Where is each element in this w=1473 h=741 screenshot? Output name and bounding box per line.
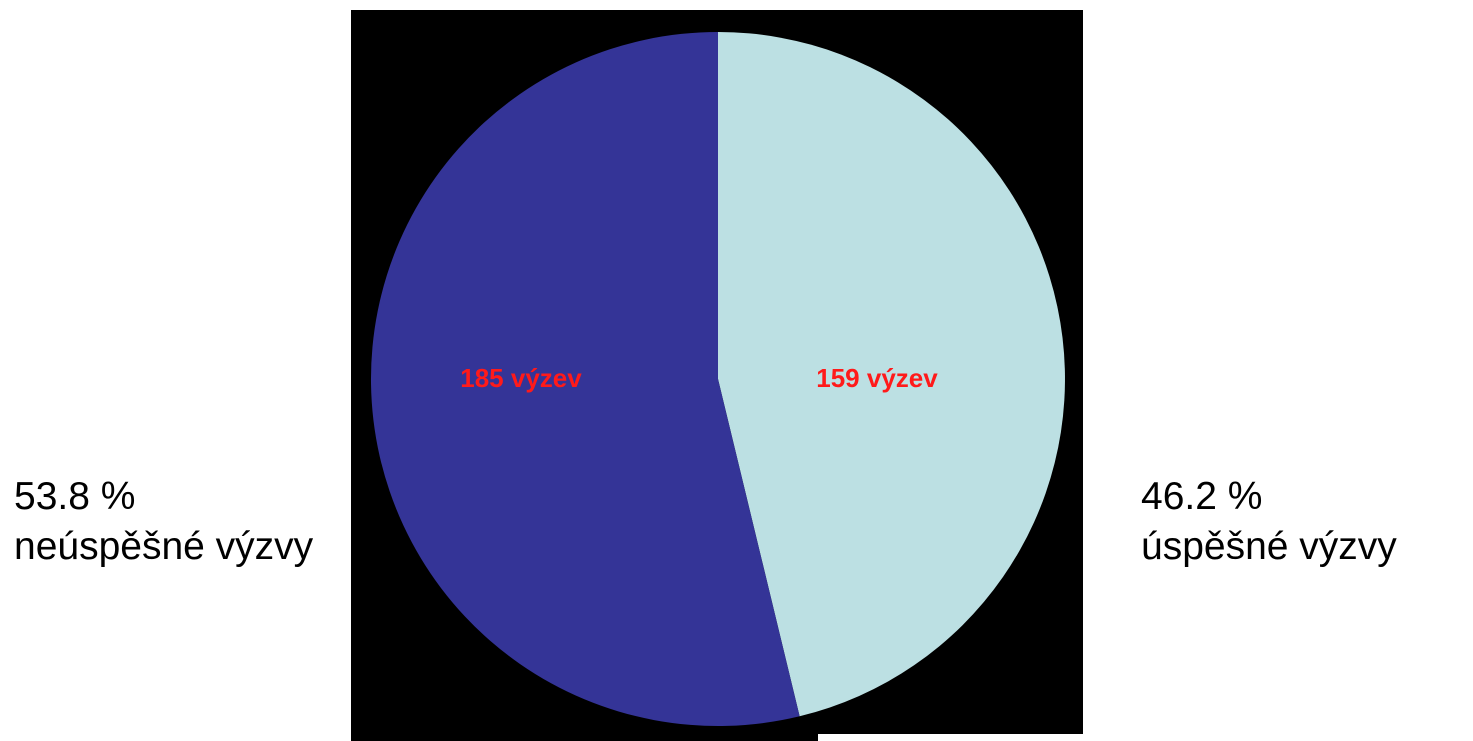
percent-label-unsuccessful: 53.8 % bbox=[14, 475, 136, 518]
legend-label-unsuccessful: 53.8 % neúspěšné výzvy bbox=[14, 472, 313, 572]
pie-slices bbox=[370, 31, 1065, 726]
data-label-successful: 159 výzev bbox=[816, 363, 938, 393]
percent-label-successful: 46.2 % bbox=[1141, 475, 1263, 518]
category-label-unsuccessful: neúspěšné výzvy bbox=[14, 525, 314, 568]
category-label-successful: úspěšné výzvy bbox=[1141, 525, 1397, 568]
panel-notch bbox=[818, 734, 1083, 741]
legend-label-successful: 46.2 % úspěšné výzvy bbox=[1141, 472, 1397, 572]
pie-data-labels: 159 výzev 185 výzev bbox=[460, 363, 938, 393]
data-label-unsuccessful: 185 výzev bbox=[460, 363, 582, 393]
pie-slice-successful bbox=[718, 32, 1065, 717]
pie-slice-unsuccessful bbox=[370, 31, 800, 726]
